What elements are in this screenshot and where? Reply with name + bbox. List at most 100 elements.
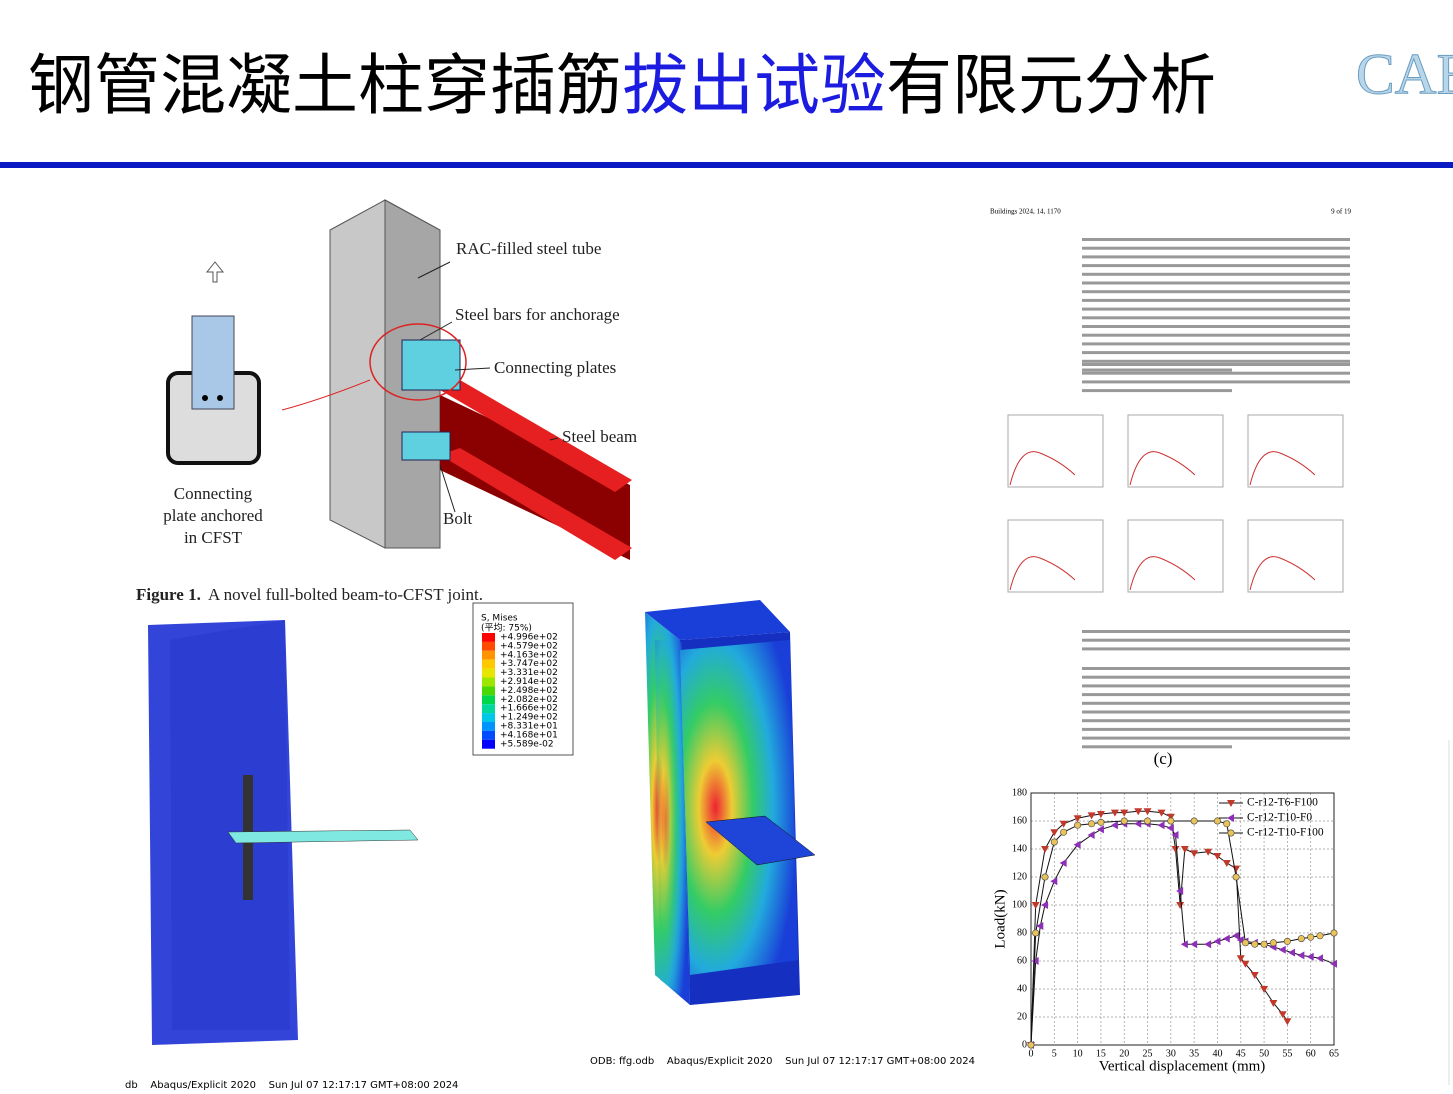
text-line [1082,264,1350,268]
legend-title: S, Mises [481,614,518,624]
mini-curve [1009,556,1076,591]
data-point [1307,933,1315,941]
data-point [1278,1011,1287,1019]
data-point [1031,902,1040,909]
x-tick-label: 45 [1236,1048,1246,1059]
text-line [1082,246,1350,250]
data-point [1241,960,1250,968]
footer: ODB: ffg.odb Abaqus/Explicit 2020 Sun Ju… [590,1056,975,1067]
data-point [1167,817,1175,825]
legend-swatch [482,641,495,651]
text-line [1082,307,1350,311]
mini-plot [1007,519,1104,593]
text-line [1082,693,1350,697]
text-line [1082,380,1350,384]
text-line [1082,325,1350,328]
text-line [1082,371,1350,375]
text-line [1082,290,1350,294]
text-line [1082,359,1350,363]
x-tick-label: 30 [1166,1048,1176,1059]
text-line [1082,272,1350,276]
slide-title: 钢管混凝土柱穿插筋拔出试验有限元分析 [28,47,1216,124]
stress-field [655,640,690,1000]
data-point [1143,808,1152,816]
text-line [1082,281,1350,285]
caption-label: Figure 1. [136,585,201,604]
y-tick-label: 180 [1012,787,1027,798]
y-tick-label: 20 [1017,1011,1027,1022]
legend-level: +8.331e+01 [500,722,558,732]
x-tick-label: 0 [1029,1048,1034,1059]
connecting-plate [401,339,461,391]
title-part: 有限元分析 [886,47,1216,124]
y-tick-label: 120 [1012,871,1027,882]
data-point [1269,939,1277,947]
legend-level: +4.579e+02 [500,641,558,651]
data-point [1278,945,1286,954]
data-point [1260,986,1269,993]
logo: CAE [1356,41,1453,106]
x-tick-label: 20 [1119,1048,1129,1059]
data-point [1074,821,1082,829]
data-point [1236,936,1244,944]
legend-marker [1227,829,1235,837]
legend-swatch [482,650,495,660]
legend-swatch [482,686,495,696]
mini-curve [1249,451,1316,486]
x-tick-label: 65 [1329,1048,1339,1059]
data-point [1073,840,1081,849]
data-point [1204,848,1213,856]
data-point [1232,873,1240,881]
data-point [1260,940,1268,948]
data-point [1059,859,1067,867]
paper-journal: Buildings 2024, 14, 1170 [990,208,1061,216]
data-point [1269,1000,1278,1007]
fe-render-left [148,620,419,1045]
legend-swatch [482,659,495,669]
data-point [1171,846,1180,853]
leader-lines [417,261,559,513]
data-point [1213,853,1222,860]
bolt-hole [217,395,223,401]
mini-curve [1129,556,1196,591]
data-point [1097,818,1105,826]
mini-curve [1129,451,1196,486]
data-point [1330,959,1337,968]
data-point [1157,821,1165,830]
x-tick-label: 25 [1143,1048,1153,1059]
data-point [1297,951,1305,960]
data-point [1241,939,1249,947]
legend-swatch [482,677,495,687]
legend-swatch [482,713,495,722]
paper-snippet: Buildings 2024, 14, 1170 9 of 19 (c) [990,208,1351,768]
mini-plot [1247,519,1344,593]
highlight-ellipse [369,323,467,401]
mini-curve [1009,451,1076,486]
data-point [1134,819,1142,828]
data-point [1176,902,1185,909]
data-point [1087,812,1096,820]
text-line [1082,298,1350,302]
data-point [1180,940,1188,949]
legend-entry: C-r12-T10-F100 [1247,827,1324,839]
data-point [1087,831,1095,839]
text-line [1082,647,1350,651]
y-tick-label: 80 [1017,927,1027,938]
data-point [1213,817,1221,825]
label: Bolt [443,509,473,528]
data-point [1223,820,1231,828]
y-tick-label: 0 [1022,1039,1027,1050]
legend-level: +1.249e+02 [500,713,558,723]
inset-caption: Connecting [174,484,253,503]
text-line [1082,701,1350,705]
x-tick-label: 35 [1189,1048,1199,1059]
label: RAC-filled steel tube [456,239,601,258]
fe-render-right [645,600,816,1005]
data-point [1166,813,1175,821]
data-point [1096,825,1104,834]
data-point [1120,809,1129,817]
data-point [1316,932,1324,940]
label: Steel bars for anchorage [455,305,620,324]
legend-swatch [482,633,495,642]
text-line [1082,736,1350,740]
